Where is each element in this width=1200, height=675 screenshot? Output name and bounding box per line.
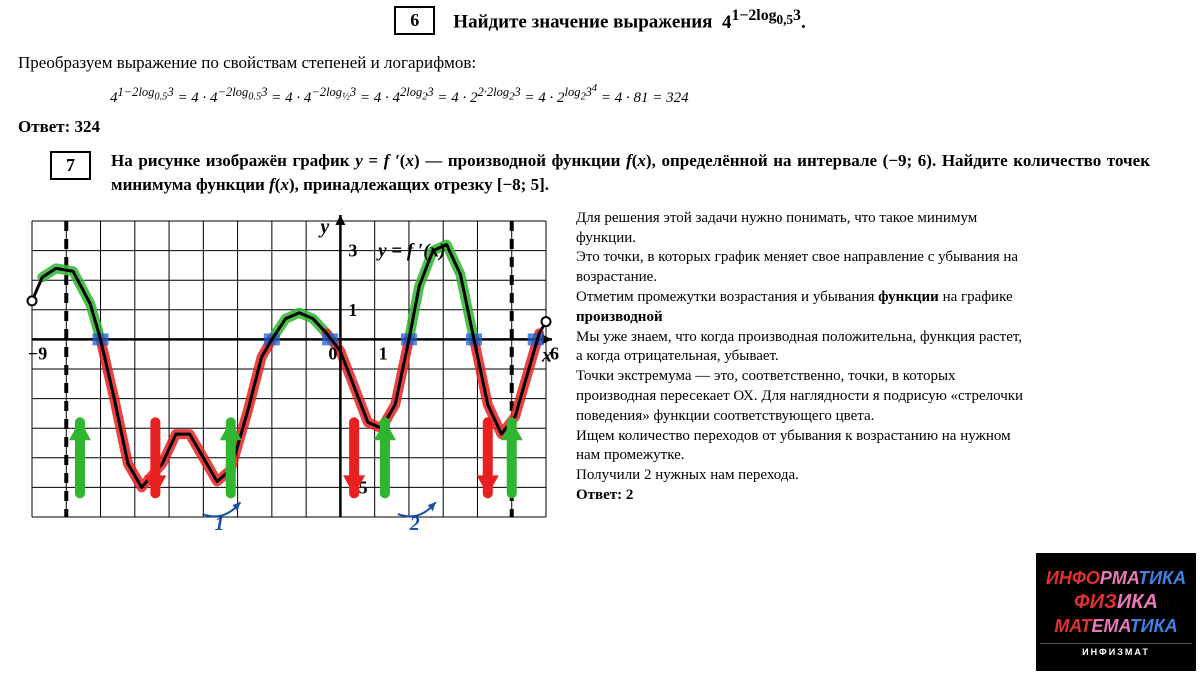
solution-p3: Отметим промежутки возрастания и убывани… [576,288,1030,328]
problem-7-header: 7 На рисунке изображён график y = f ′(x)… [0,149,1200,203]
svg-text:1: 1 [379,343,388,363]
solution-text: Для решения этой задачи нужно понимать, … [576,209,1200,539]
solution-p4: Мы уже знаем, что когда производная поло… [576,328,1030,368]
logo-line-4: ИНФИЗМАТ [1040,643,1192,657]
svg-text:2: 2 [409,513,420,535]
solution-p2: Это точки, в которых график меняет свое … [576,248,1030,288]
problem-number-7: 7 [50,151,91,180]
lower-section: 016−913−5xyy = f ′(x)12 Для решения этой… [0,203,1200,539]
solution-p6: Ищем количество переходов от убывания к … [576,427,1030,467]
svg-text:0: 0 [328,343,337,363]
graph: 016−913−5xyy = f ′(x)12 [4,209,564,539]
problem-6-header: 6 Найдите значение выражения 41−2log0,53… [0,0,1200,43]
svg-text:x: x [541,344,552,366]
logo: ИНФОРМАТИКА ФИЗИКА МАТЕМАТИКА ИНФИЗМАТ [1036,553,1196,671]
answer-7: Ответ: 2 [576,486,1030,506]
solution-p7: Получили 2 нужных нам перехода. [576,466,1030,486]
equation-chain: 41−2log0.53 = 4 · 4−2log0.53 = 4 · 4−2lo… [0,77,1200,113]
problem-number-6: 6 [394,6,435,35]
logo-line-3: МАТЕМАТИКА [1054,616,1177,637]
svg-text:1: 1 [214,513,224,535]
problem-6-prompt: Найдите значение выражения 41−2log0,53. [453,7,805,33]
solution-p5: Точки экстремума — это, соответственно, … [576,367,1030,426]
svg-text:−9: −9 [28,343,47,363]
problem-6-explanation: Преобразуем выражение по свойствам степе… [0,43,1200,77]
svg-text:1: 1 [348,300,357,320]
logo-line-1: ИНФОРМАТИКА [1046,568,1186,589]
svg-text:y: y [318,216,329,238]
svg-text:y = f ′(x): y = f ′(x) [376,240,445,261]
logo-line-2: ФИЗИКА [1074,591,1158,614]
problem-6-expression: 41−2log0,53. [722,12,806,33]
solution-p1: Для решения этой задачи нужно понимать, … [576,209,1030,249]
svg-text:3: 3 [348,240,357,260]
answer-6: Ответ: 324 [0,113,1200,149]
problem-7-text: На рисунке изображён график y = f ′(x) —… [111,149,1150,197]
